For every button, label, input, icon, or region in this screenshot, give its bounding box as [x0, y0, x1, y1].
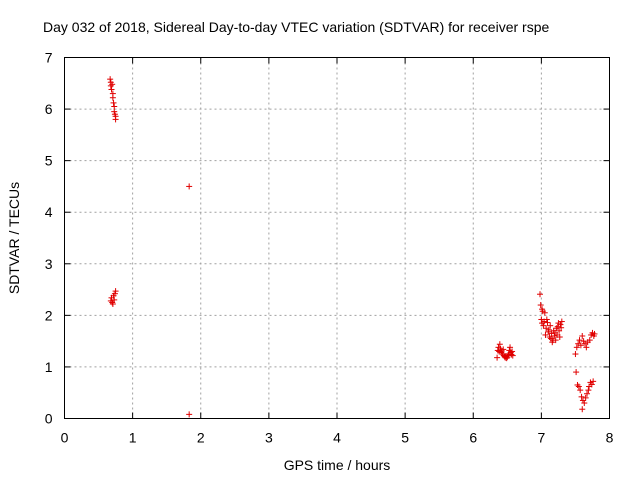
- data-point: [543, 316, 550, 323]
- x-axis-label: GPS time / hours: [284, 457, 391, 473]
- data-point: [111, 290, 118, 297]
- data-point: [558, 324, 565, 331]
- data-point: [577, 387, 584, 394]
- data-point: [509, 348, 516, 355]
- data-point: [552, 337, 559, 344]
- y-tick-label: 4: [45, 204, 53, 220]
- data-point: [108, 86, 115, 93]
- data-point: [109, 301, 116, 308]
- y-axis-tick-labels: 0 1 2 3 4 5 6 7: [45, 50, 53, 427]
- data-point: [588, 381, 595, 388]
- data-point: [581, 400, 588, 407]
- y-tick-label: 5: [45, 153, 53, 169]
- y-tick-label: 0: [45, 411, 53, 427]
- data-point: [111, 296, 118, 303]
- data-point: [496, 341, 503, 348]
- x-tick-label: 2: [197, 430, 205, 446]
- x-tick-label: 1: [129, 430, 137, 446]
- data-point: [551, 332, 558, 339]
- data-point: [590, 378, 597, 385]
- data-point: [544, 319, 551, 326]
- data-point: [580, 338, 587, 345]
- data-point: [573, 344, 580, 351]
- y-tick-label: 2: [45, 307, 53, 323]
- x-tick-label: 8: [606, 430, 614, 446]
- data-point: [577, 342, 584, 349]
- data-point: [112, 116, 119, 123]
- data-point: [110, 99, 117, 106]
- data-point: [111, 103, 118, 110]
- data-point: [576, 337, 583, 344]
- grid-lines: [64, 57, 610, 419]
- data-point: [503, 355, 510, 362]
- data-point: [584, 390, 591, 397]
- data-point: [109, 81, 116, 88]
- data-point: [579, 332, 586, 339]
- data-point: [494, 354, 501, 361]
- data-point: [579, 397, 586, 404]
- data-point: [573, 369, 580, 376]
- y-tick-label: 3: [45, 256, 53, 272]
- x-tick-label: 3: [265, 430, 273, 446]
- x-tick-label: 4: [333, 430, 341, 446]
- data-point: [545, 326, 552, 333]
- x-tick-label: 0: [61, 430, 69, 446]
- axis-ticks: [64, 57, 610, 419]
- data-point: [579, 406, 586, 413]
- data-point: [556, 327, 563, 334]
- data-point: [575, 383, 582, 390]
- data-point: [537, 291, 544, 298]
- x-tick-label: 5: [401, 430, 409, 446]
- x-tick-label: 7: [537, 430, 545, 446]
- data-point: [508, 351, 515, 358]
- data-point: [186, 411, 193, 418]
- data-point: [582, 394, 589, 401]
- data-point: [547, 322, 554, 329]
- data-point: [107, 76, 114, 83]
- data-point: [556, 334, 563, 341]
- data-point: [540, 322, 547, 329]
- x-tick-label: 6: [469, 430, 477, 446]
- data-point: [509, 352, 516, 359]
- data-point: [557, 321, 564, 328]
- data-point: [112, 288, 119, 295]
- y-axis-label: SDTVAR / TECUs: [6, 182, 22, 294]
- data-points: [107, 76, 598, 418]
- data-point: [111, 108, 118, 115]
- data-point: [500, 346, 507, 353]
- data-point: [572, 351, 579, 358]
- chart-title: Day 032 of 2018, Sidereal Day-to-day VTE…: [43, 19, 549, 35]
- data-point: [578, 393, 585, 400]
- data-point: [537, 302, 544, 309]
- y-tick-label: 6: [45, 101, 53, 117]
- data-point: [558, 318, 565, 325]
- data-point: [585, 387, 592, 394]
- y-tick-label: 1: [45, 359, 53, 375]
- y-tick-label: 7: [45, 50, 53, 66]
- data-point: [542, 331, 549, 338]
- data-point: [507, 344, 514, 351]
- x-axis-tick-labels: 0 1 2 3 4 5 6 7 8: [61, 430, 614, 446]
- data-point: [591, 330, 598, 337]
- data-point: [109, 94, 116, 101]
- data-point: [583, 344, 590, 351]
- data-point: [586, 337, 593, 344]
- data-point: [541, 309, 548, 316]
- data-point: [186, 183, 193, 190]
